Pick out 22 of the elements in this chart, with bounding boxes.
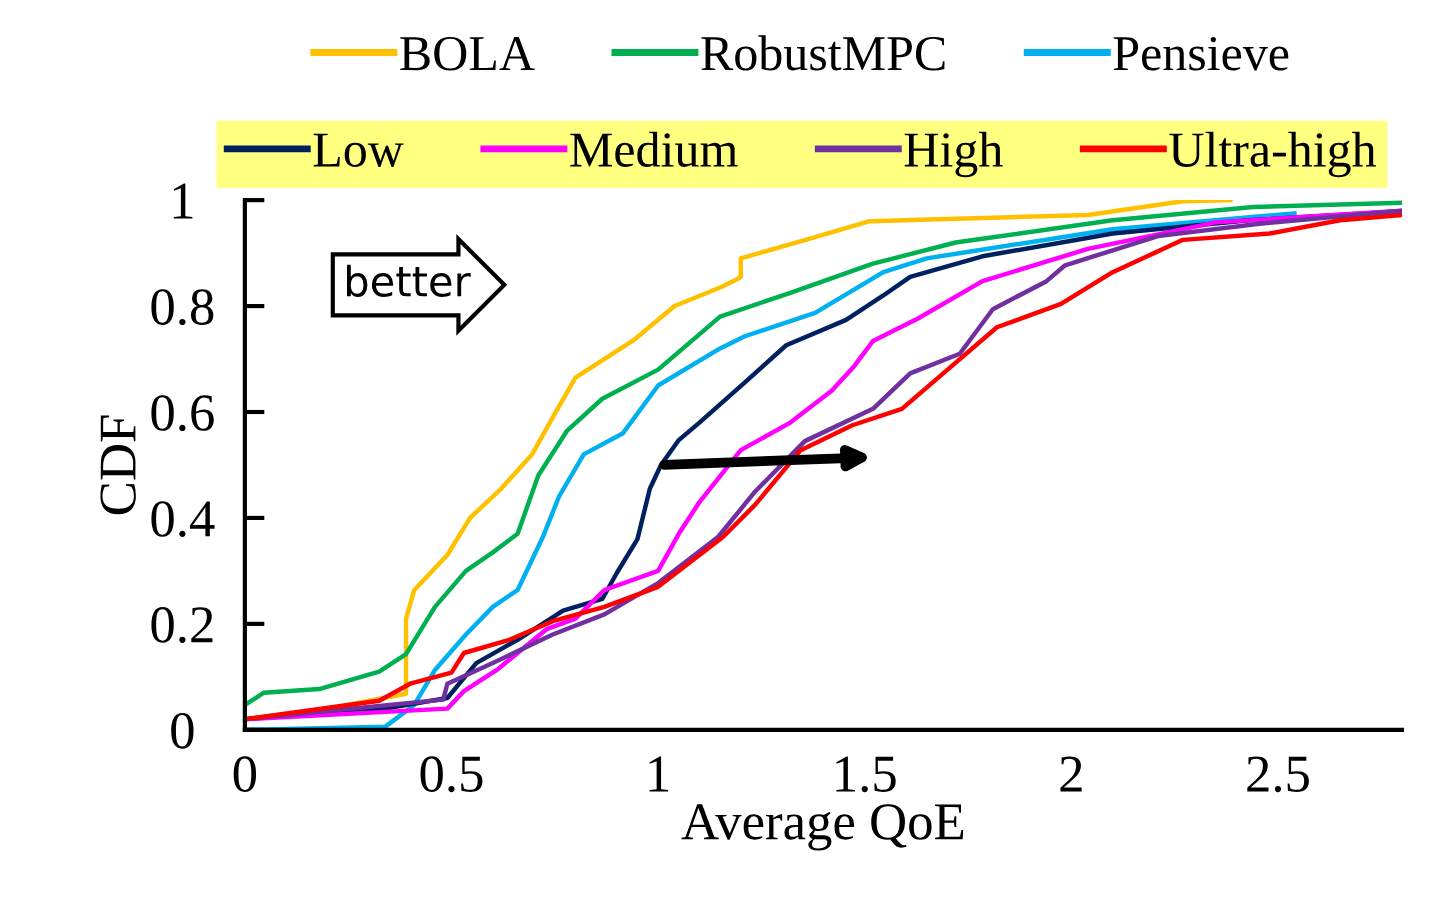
legend-label: Pensieve [1113, 36, 1289, 71]
y-tick-label: 0.6 [151, 395, 214, 432]
y-tick-label: 0.2 [151, 607, 213, 643]
legend-label: High [904, 131, 1003, 178]
legend-label: Low [313, 133, 404, 167]
x-tick-label: 1 [649, 756, 669, 792]
y-tick-label: 0.8 [151, 289, 214, 326]
legend-label: Medium [570, 131, 738, 167]
x-tick-label: 0.5 [420, 756, 483, 793]
x-tick-label: 1.5 [836, 756, 896, 793]
annotation: better [347, 264, 471, 297]
x-axis-title: Average QoE [681, 804, 964, 851]
x-tick-label: 2 [1060, 756, 1082, 792]
y-tick-label: 0.4 [151, 501, 215, 537]
legend-label: Ultra-high [1169, 131, 1376, 178]
legend-label: RobustMPC [701, 35, 945, 71]
y-axis-title: CDF [100, 415, 136, 515]
y-tick-label: 1 [173, 183, 193, 219]
legend-label: BOLA [400, 36, 535, 71]
x-tick-label: 0 [233, 756, 257, 792]
y-tick-label: 0 [171, 713, 194, 749]
x-tick-label: 2.5 [1247, 756, 1309, 793]
